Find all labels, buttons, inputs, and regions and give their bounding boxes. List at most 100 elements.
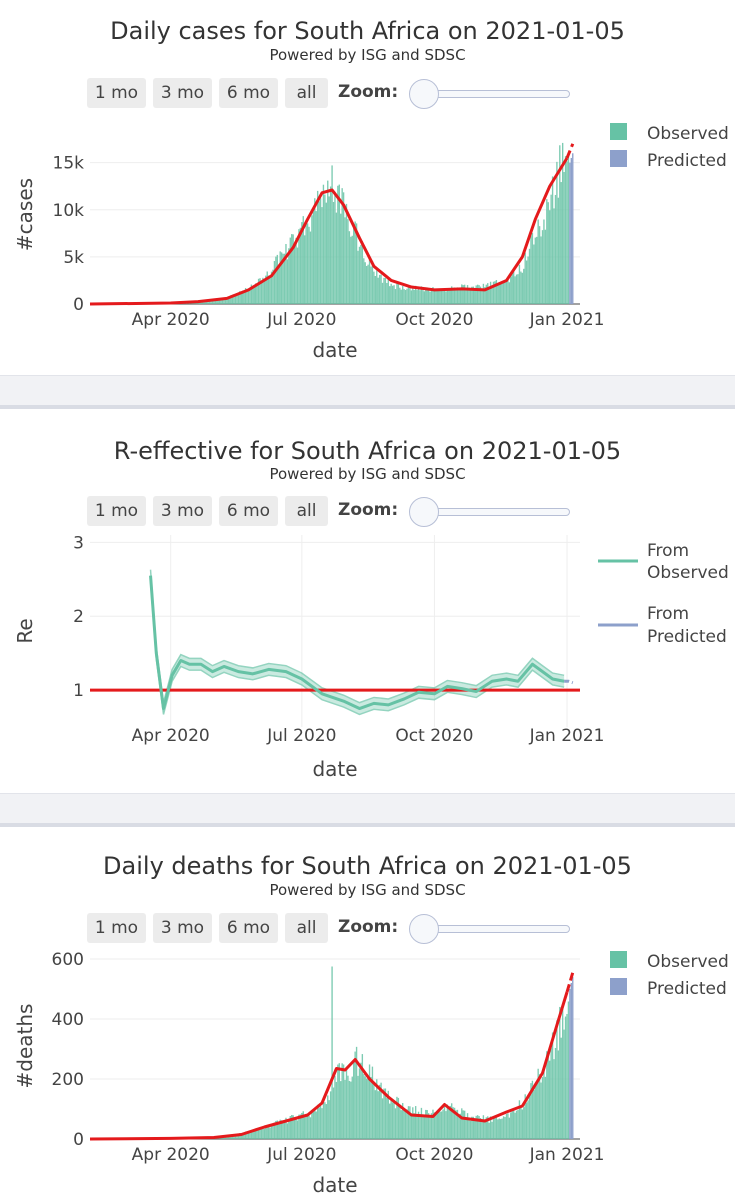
observed-bar [394,1108,397,1139]
observed-bar [435,1113,437,1139]
y-axis-title: #deaths [13,1004,37,1089]
observed-bar [242,1132,244,1139]
observed-bar [360,1062,362,1139]
re-panel: R-effective for South Africa on 2021-01-… [0,409,735,793]
observed-bar [528,1093,531,1139]
observed-bar [427,1113,430,1139]
observed-bar [432,287,434,304]
observed-bar [507,278,509,304]
observed-bar [224,297,227,304]
zoom-slider-knob[interactable] [409,79,439,109]
range-6mo-button[interactable]: 6 mo [219,496,278,526]
predicted-bar [569,162,571,304]
observed-bar [316,1104,319,1139]
observed-bar [319,198,322,304]
observed-bar [505,279,508,304]
observed-bar [304,1117,306,1139]
range-3mo-button[interactable]: 3 mo [153,496,212,526]
range-3mo-button[interactable]: 3 mo [153,78,212,108]
observed-bar [230,295,232,304]
observed-bar [360,244,362,304]
observed-bar [533,1090,535,1139]
observed-bar [319,1105,322,1139]
x-tick-label: Apr 2020 [132,310,210,330]
zoom-slider-knob[interactable] [409,914,439,944]
observed-bar [438,290,440,304]
observed-bar [530,235,532,304]
observed-bar [536,236,538,304]
observed-bar [311,1112,313,1139]
y-tick-label: 2 [73,607,84,627]
observed-bar [269,1127,271,1139]
observed-bar [262,277,264,304]
observed-bar [376,1079,378,1139]
observed-bar [378,1084,381,1139]
y-tick-label: 1 [73,681,84,701]
observed-bar [518,1100,521,1139]
observed-bar [357,250,359,304]
observed-bar [466,1113,469,1139]
observed-bar [502,1116,505,1139]
chart-title: R-effective for South Africa on 2021-01-… [113,437,622,465]
observed-bar [492,281,495,304]
observed-bar [465,1117,467,1139]
range-6mo-button[interactable]: 6 mo [219,913,278,943]
observed-bar [533,244,535,304]
range-all-button[interactable]: all [285,913,328,943]
observed-bar [386,1097,388,1139]
observed-bar [315,1111,317,1139]
observed-bar [471,1116,473,1139]
observed-bar [210,300,212,304]
range-all-button[interactable]: all [285,496,328,526]
observed-bar [546,1051,548,1139]
observed-bar [465,289,467,304]
observed-bar [321,1108,323,1139]
observed-bar [478,285,480,304]
observed-bar [301,1112,303,1139]
observed-bar [364,1076,366,1139]
observed-bar [383,1088,385,1139]
observed-bar [442,1109,444,1139]
observed-bar [455,288,457,304]
observed-bar [414,285,417,304]
observed-bar [463,1110,466,1139]
observed-bar [269,275,271,304]
re-chart: Apr 2020 Jul 2020 Oct 2020 Jan 2021 1 2 3 date R… [13,533,729,781]
chart-subtitle: Powered by ISG and SDSC [269,46,466,64]
observed-bar [370,266,372,304]
observed-bar [430,1113,433,1139]
observed-bar [306,1114,309,1139]
x-tick-label: Jan 2021 [529,310,605,330]
observed-bar [427,289,430,304]
observed-bar [484,1119,486,1139]
y-tick-label: 400 [52,1010,84,1030]
legend-label-observed: Observed [647,952,729,972]
observed-bar [296,1120,299,1139]
observed-bar [407,1106,410,1139]
x-axis-title: date [312,338,357,362]
observed-bar [211,300,214,304]
observed-bar [280,252,283,304]
range-1mo-button[interactable]: 1 mo [87,78,146,108]
observed-bar [391,1102,394,1139]
observed-bar [293,1119,296,1139]
observed-bar [282,253,284,304]
observed-bar [414,1106,417,1139]
range-all-button[interactable]: all [285,78,328,108]
range-1mo-button[interactable]: 1 mo [87,913,146,943]
observed-bar [324,1102,326,1139]
observed-bar [451,286,453,304]
observed-bar [452,287,454,304]
range-1mo-button[interactable]: 1 mo [87,496,146,526]
observed-bar [448,1108,450,1139]
observed-bar [531,232,534,304]
observed-bar [305,1114,307,1139]
observed-bar [265,1126,267,1139]
observed-bar [500,284,502,304]
observed-bar [373,271,375,304]
zoom-slider-knob[interactable] [409,497,439,527]
observed-bar [325,202,328,304]
range-3mo-button[interactable]: 3 mo [153,913,212,943]
range-6mo-button[interactable]: 6 mo [219,78,278,108]
observed-bar [380,274,382,304]
